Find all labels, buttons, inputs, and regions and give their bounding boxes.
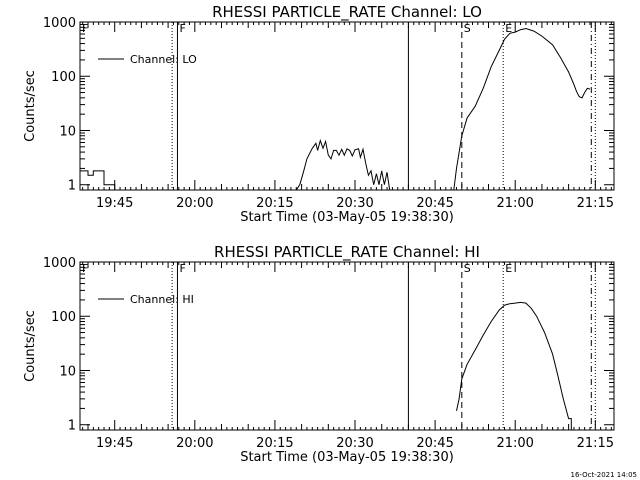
plot-frame: [79, 21, 615, 191]
x-tick-label: 20:30: [336, 196, 373, 211]
x-tick-label: 21:15: [577, 436, 614, 451]
y-axis-label: Counts/sec: [23, 70, 38, 142]
y-tick-label: 1: [68, 179, 76, 194]
chart-panel-0: RHESSI PARTICLE_RATE Channel: LO 1 10 100 10…: [23, 3, 615, 225]
y-tick-label: 100: [51, 70, 76, 85]
x-tick-label: 20:00: [176, 436, 213, 451]
x-tick-label: 20:00: [176, 196, 213, 211]
event-marker-label: E: [505, 22, 512, 35]
event-marker-label: F: [179, 22, 185, 35]
series-line-channel-lo: [80, 170, 116, 190]
x-tick-label: 20:45: [416, 436, 453, 451]
x-tick-label: 19:45: [96, 196, 133, 211]
y-tick-label: 1000: [43, 16, 76, 31]
legend-label: Channel: HI: [130, 293, 194, 306]
y-tick-label: 10: [59, 124, 76, 139]
event-marker-label: E: [505, 262, 512, 275]
chart-title: RHESSI PARTICLE_RATE Channel: LO: [212, 3, 482, 22]
x-tick-label: 20:45: [416, 196, 453, 211]
x-axis-label: Start Time (03-May-05 19:38:30): [240, 450, 454, 465]
event-marker-label: S: [464, 22, 471, 35]
footer-timestamp: 16-Oct-2021 14:05: [571, 471, 637, 479]
corner-label: F: [82, 262, 88, 275]
x-tick-label: 21:00: [496, 196, 533, 211]
x-tick-label: 19:45: [96, 436, 133, 451]
x-tick-label: 20:15: [256, 436, 293, 451]
series-line-channel-hi: [456, 301, 572, 430]
chart-panel-1: RHESSI PARTICLE_RATE Channel: HI 1 10 100 10…: [23, 243, 615, 465]
x-axis-label: Start Time (03-May-05 19:38:30): [240, 210, 454, 225]
y-tick-label: 1000: [43, 256, 76, 271]
x-tick-label: 20:30: [336, 436, 373, 451]
legend-label: Channel: LO: [130, 53, 197, 66]
chart-title: RHESSI PARTICLE_RATE Channel: HI: [214, 243, 480, 262]
x-tick-label: 21:15: [577, 196, 614, 211]
series-line-channel-lo: [453, 27, 591, 190]
y-tick-label: 10: [59, 364, 76, 379]
y-tick-label: 100: [51, 310, 76, 325]
plot-frame: [79, 261, 615, 431]
y-tick-label: 1: [68, 419, 76, 434]
x-tick-label: 21:00: [496, 436, 533, 451]
x-tick-label: 20:15: [256, 196, 293, 211]
y-axis-label: Counts/sec: [23, 310, 38, 382]
corner-label: F: [82, 22, 88, 35]
series-line-channel-lo: [295, 138, 391, 190]
event-marker-label: F: [179, 262, 185, 275]
event-marker-label: S: [464, 262, 471, 275]
